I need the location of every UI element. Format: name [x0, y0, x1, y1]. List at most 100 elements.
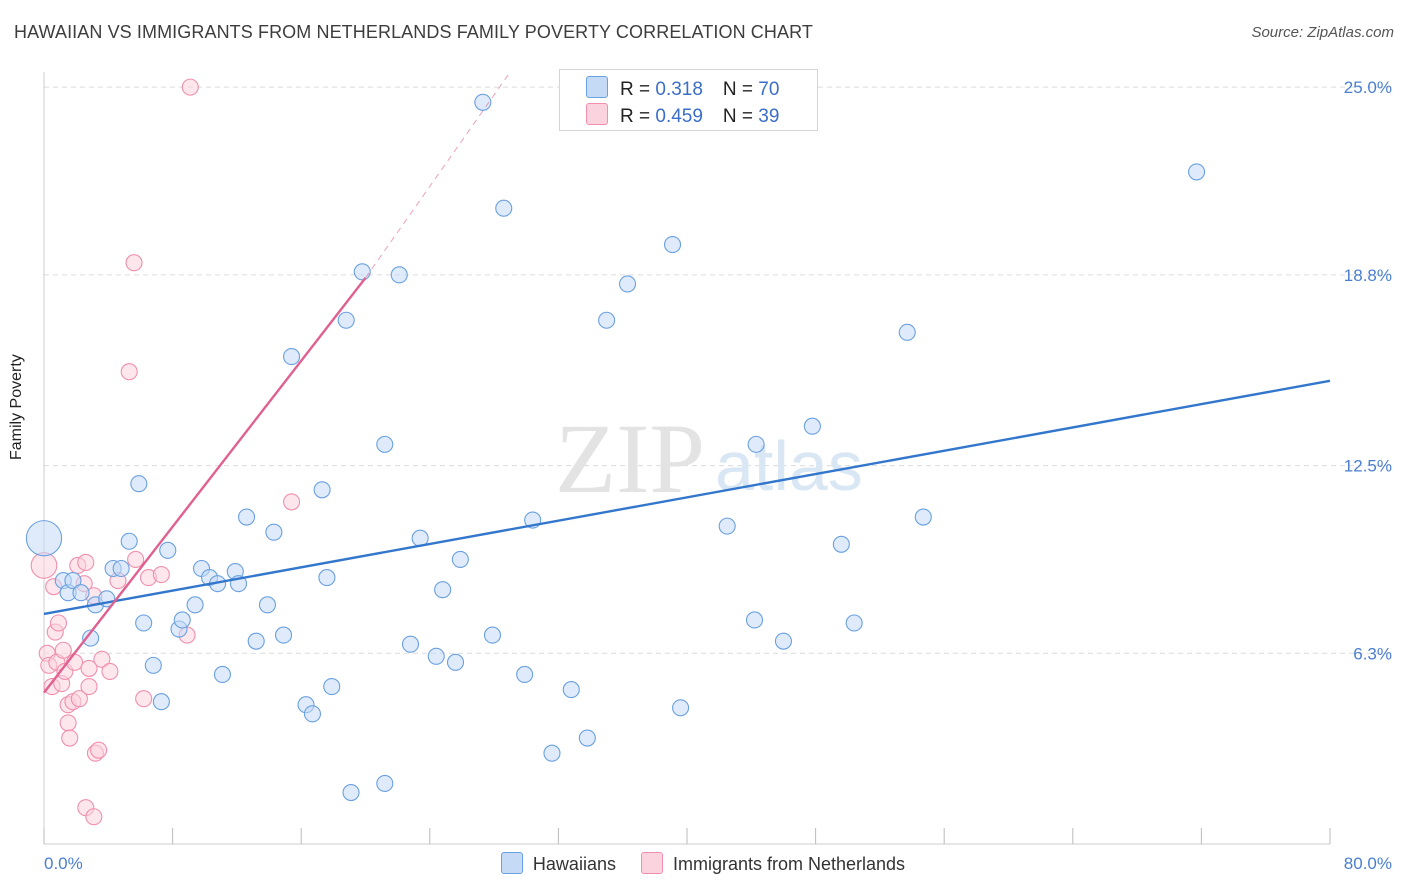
netherlands-point: [49, 614, 68, 632]
hawaiians-point: [135, 614, 153, 632]
netherlands-point: [59, 714, 77, 732]
netherlands-point: [125, 254, 143, 272]
legend-r-value-1: 0.318: [655, 79, 703, 100]
netherlands-point: [283, 493, 301, 511]
series-legend-netherlands: Immigrants from Netherlands: [640, 852, 906, 875]
netherlands-point: [30, 552, 58, 579]
legend-n-label-1: N =: [722, 79, 759, 100]
series-swatch-netherlands: [640, 852, 663, 874]
x-tick-labels: 0.0% 80.0%: [44, 854, 1392, 873]
hawaiians-trend-line: [43, 379, 1331, 616]
netherlands-point: [135, 690, 153, 708]
hawaiians-point: [237, 508, 256, 526]
hawaiians-point: [25, 520, 63, 557]
hawaiians-point: [376, 435, 394, 453]
watermark-atlas: atlas: [715, 427, 863, 505]
hawaiians-point: [313, 481, 331, 499]
netherlands-point: [120, 363, 138, 381]
series-legend-hawaiians: Hawaiians: [500, 852, 616, 875]
netherlands-point: [54, 641, 72, 659]
hawaiians-point: [274, 626, 293, 644]
netherlands-trend-extension: [365, 71, 511, 279]
hawaiians-point: [618, 275, 637, 293]
hawaiians-point: [598, 311, 616, 329]
hawaiians-point: [390, 266, 408, 284]
series-legend: Hawaiians Immigrants from Netherlands: [0, 852, 1406, 875]
hawaiians-point: [427, 647, 445, 665]
legend-r-label-1: R =: [620, 79, 656, 100]
hawaiians-point: [173, 611, 191, 629]
legend-swatch-hawaiians: [586, 76, 608, 98]
hawaiians-point: [434, 581, 452, 599]
hawaiians-point: [718, 517, 736, 535]
netherlands-point: [93, 650, 111, 668]
netherlands-point: [181, 78, 199, 96]
y-tick-label: 18.8%: [1344, 266, 1392, 285]
netherlands-point: [101, 662, 119, 680]
hawaiians-point: [283, 348, 301, 366]
hawaiians-point: [745, 611, 764, 629]
hawaiians-point: [451, 550, 469, 568]
hawaiians-point: [342, 783, 360, 802]
hawaiians-point: [72, 584, 90, 602]
netherlands-point: [80, 659, 98, 677]
legend-row-netherlands: R = 0.459 N = 39: [586, 103, 779, 127]
hawaiians-point: [898, 323, 916, 341]
hawaiians-point: [112, 559, 130, 578]
legend-row-hawaiians: R = 0.318 N = 70: [586, 76, 779, 100]
y-tick-label: 25.0%: [1344, 78, 1392, 97]
hawaiians-point: [1188, 163, 1206, 181]
hawaiians-point: [562, 681, 580, 699]
hawaiians-point: [247, 632, 265, 650]
hawaiians-point: [120, 532, 138, 550]
legend-r-label-2: R =: [620, 106, 656, 127]
legend-swatch-netherlands: [586, 103, 608, 125]
netherlands-point: [80, 678, 98, 696]
hawaiians-point: [323, 678, 341, 696]
hawaiians-point: [832, 535, 850, 553]
hawaiians-point: [152, 693, 170, 711]
series-swatch-hawaiians: [500, 852, 523, 874]
netherlands-point: [152, 566, 170, 584]
correlation-legend: R = 0.318 N = 70 R = 0.459 N = 39: [559, 69, 818, 131]
hawaiians-point: [318, 569, 336, 587]
source-credit: Source: ZipAtlas.com: [1251, 24, 1394, 41]
watermark: ZIP atlas: [555, 403, 863, 514]
chart-title: HAWAIIAN VS IMMIGRANTS FROM NETHERLANDS …: [14, 22, 813, 42]
netherlands-point: [70, 690, 88, 708]
hawaiians-point: [337, 311, 355, 329]
trend-lines: [43, 71, 1331, 694]
netherlands-trend-line: [43, 277, 367, 694]
legend-n-value-2: 39: [758, 106, 780, 127]
hawaiians-point: [543, 744, 561, 762]
hawaiians-point: [159, 541, 177, 559]
hawaiians-point: [516, 665, 534, 684]
hawaiians-point: [213, 665, 231, 684]
hawaiians-point: [130, 475, 148, 493]
y-tick-label: 12.5%: [1344, 457, 1392, 476]
hawaiians-point: [495, 199, 513, 217]
y-tick-label: 6.3%: [1353, 644, 1392, 663]
hawaiians-point: [774, 632, 793, 650]
legend-n-label-2: N =: [722, 106, 759, 127]
hawaiians-point: [663, 236, 682, 254]
hawaiians-point: [672, 699, 690, 717]
series-label-netherlands: Immigrants from Netherlands: [672, 854, 906, 874]
hawaiians-point: [265, 523, 283, 541]
hawaiians-point: [578, 729, 596, 747]
hawaiians-point: [474, 93, 492, 111]
hawaiians-point: [483, 626, 502, 644]
hawaiians-point: [401, 635, 420, 653]
hawaiians-points: [25, 93, 1206, 802]
hawaiians-point: [82, 629, 100, 647]
axes: [43, 72, 1331, 845]
hawaiians-point: [914, 508, 932, 526]
legend-n-value-1: 70: [758, 79, 780, 100]
hawaiians-point: [258, 596, 276, 614]
watermark-zip: ZIP: [555, 403, 705, 514]
series-label-hawaiians: Hawaiians: [532, 854, 616, 874]
x-tick-label-min: 0.0%: [44, 854, 83, 873]
netherlands-point: [90, 741, 108, 759]
hawaiians-point: [803, 417, 821, 435]
